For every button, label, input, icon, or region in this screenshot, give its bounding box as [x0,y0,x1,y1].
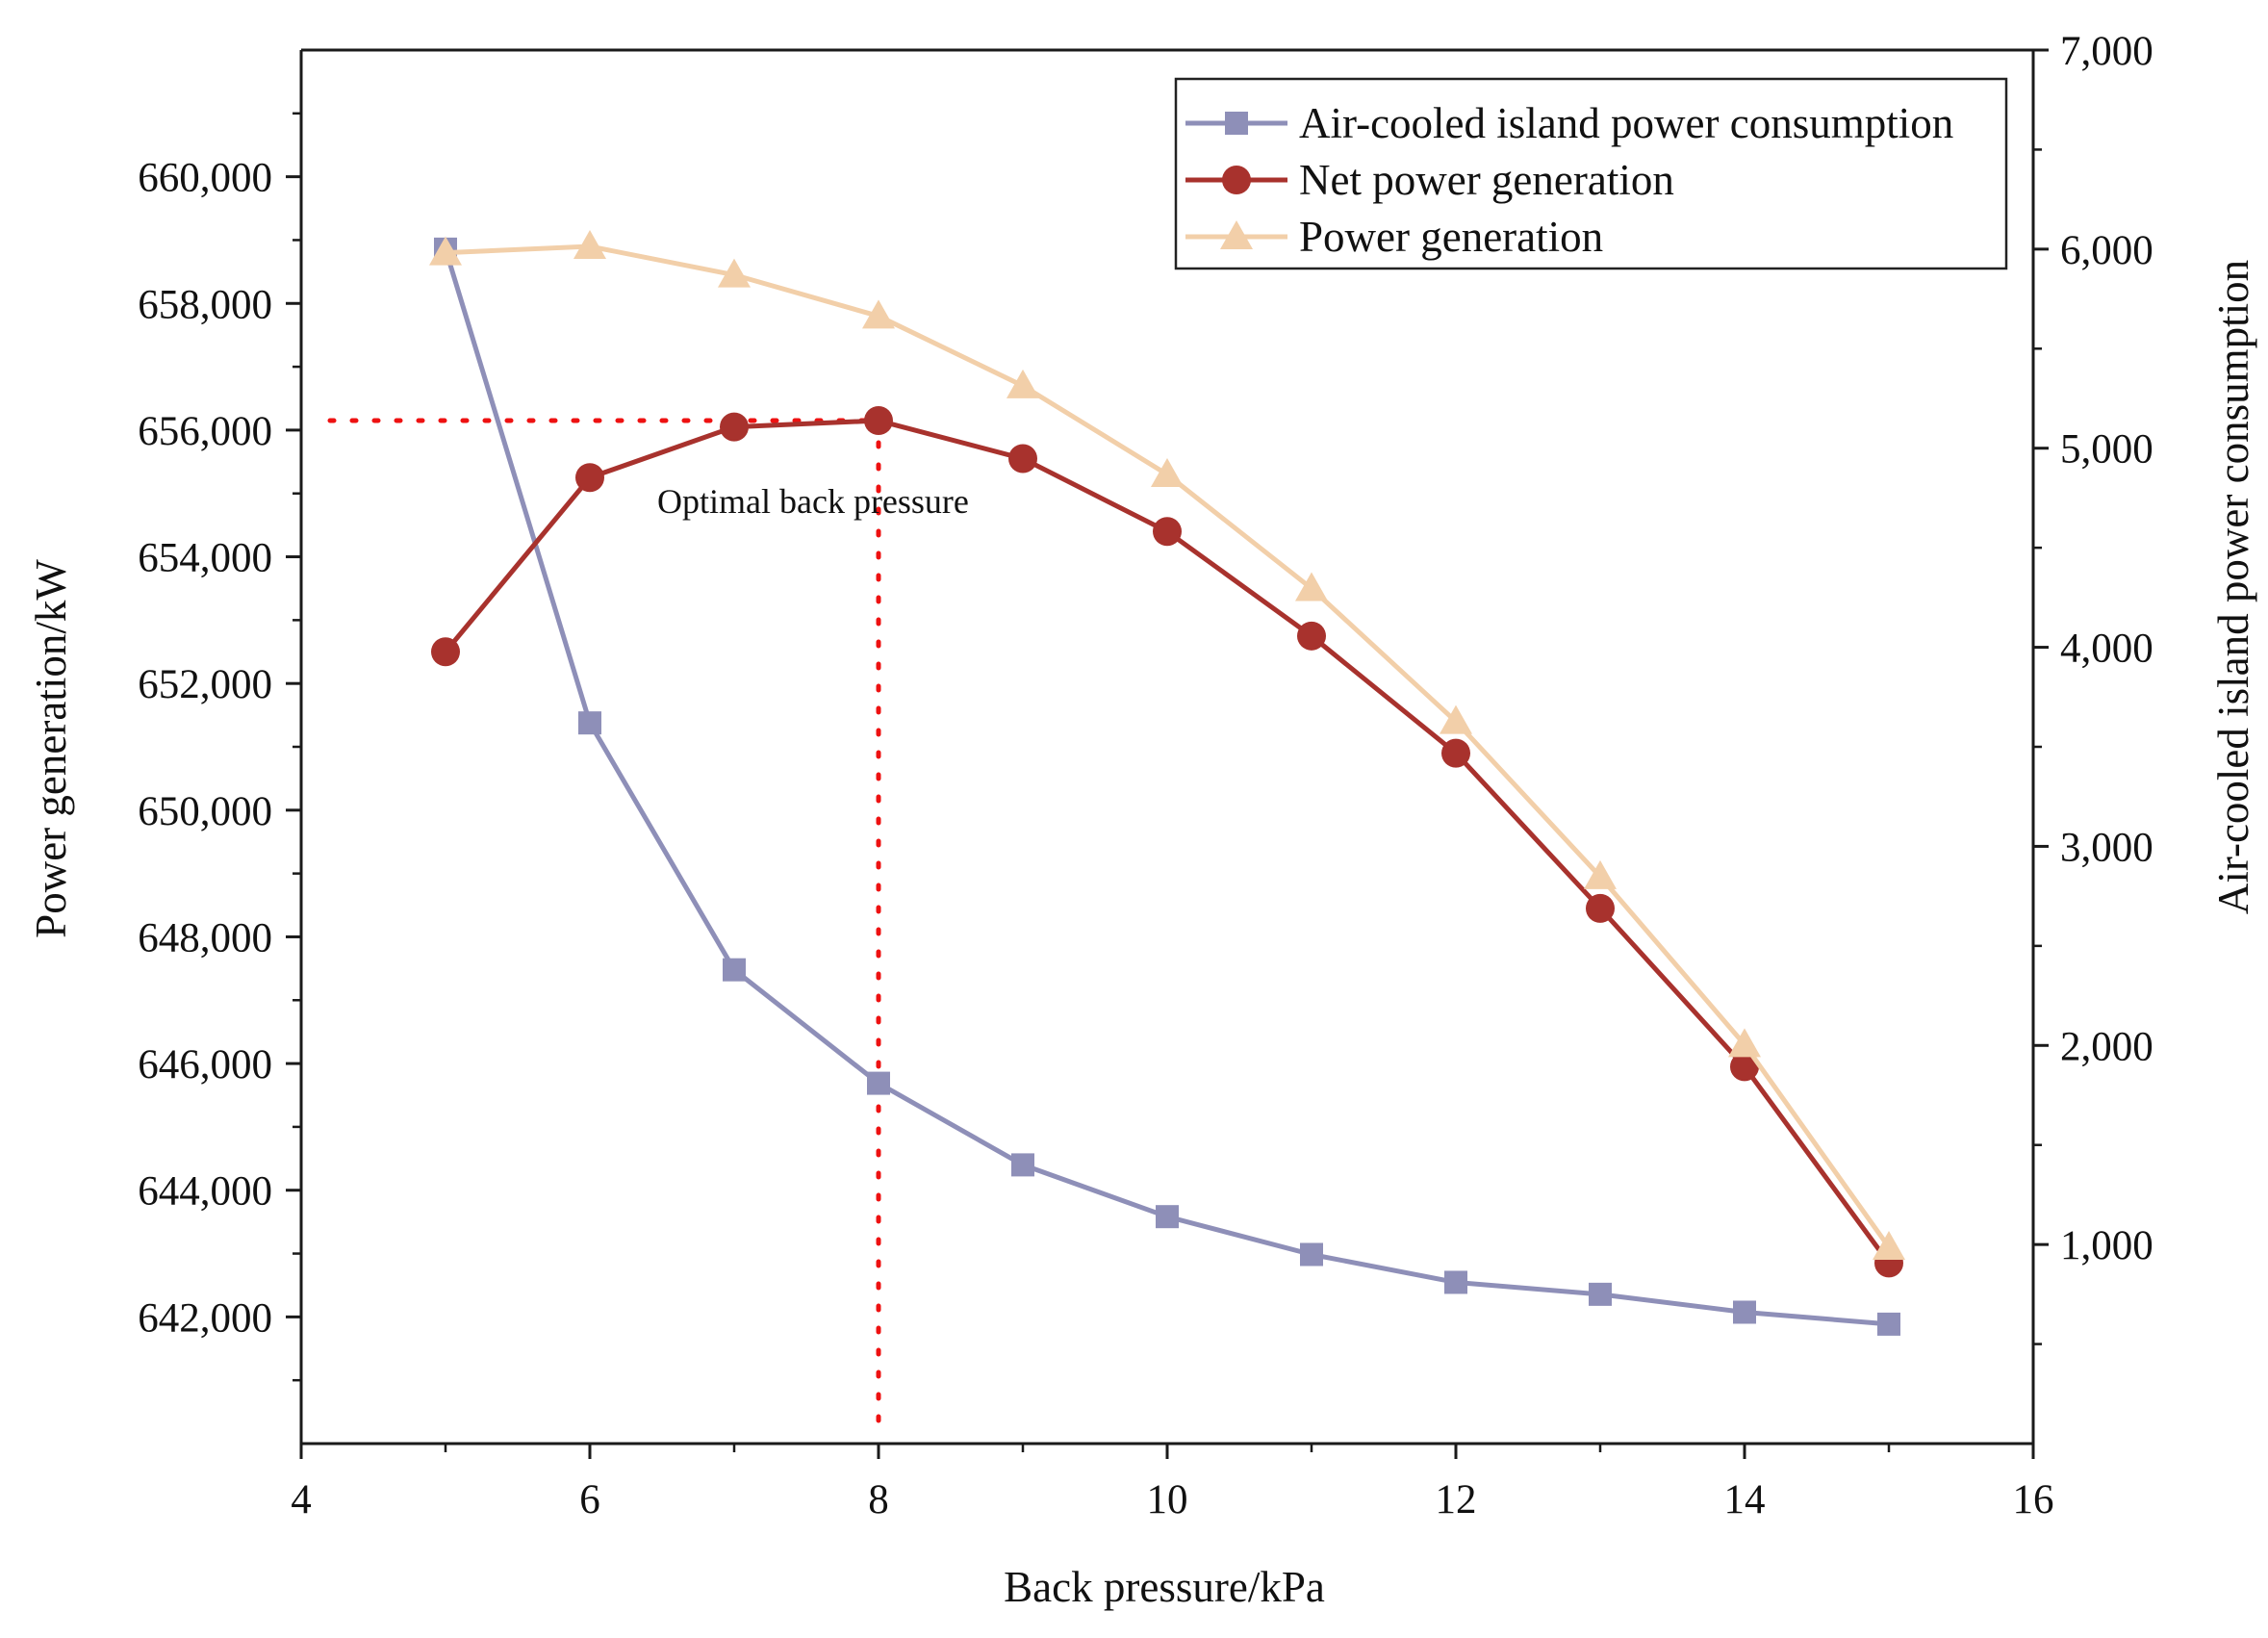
y-left-tick-label: 650,000 [138,789,272,834]
x-tick-label: 6 [579,1477,600,1523]
data-point-air-cooled [1011,1153,1034,1177]
data-point-net-power [575,463,604,493]
data-point-power-generation [1440,704,1472,734]
data-point-air-cooled [1733,1300,1756,1324]
y-right-tick-label: 6,000 [2060,228,2153,273]
x-tick-label: 8 [868,1477,889,1523]
data-point-air-cooled [867,1071,890,1095]
x-axis-title: Back pressure/kPa [1004,1563,1325,1611]
data-point-power-generation [1007,369,1039,398]
y-left-tick-label: 642,000 [138,1295,272,1341]
y-right-tick-label: 2,000 [2060,1024,2153,1069]
legend: Air-cooled island power consumption Net … [1174,77,2008,270]
data-point-power-generation [429,236,462,266]
y-right-tick-label: 5,000 [2060,427,2153,473]
y-left-tick-label: 654,000 [138,536,272,581]
data-point-air-cooled [723,958,746,982]
legend-marker-power-generation [1220,220,1253,249]
data-point-net-power [431,637,460,667]
series-line-power-generation [445,243,1892,1249]
y-left-tick-label: 648,000 [138,915,272,960]
legend-label-air-cooled: Air-cooled island power consumption [1299,99,1953,147]
y-left-tick-label: 656,000 [138,409,272,454]
y-left-tick-label: 652,000 [138,662,272,707]
data-point-air-cooled [578,711,601,735]
y-axis-right-title: Air-cooled island power consumption [2209,260,2257,914]
data-point-power-generation [1151,457,1184,487]
data-point-net-power [1441,738,1470,768]
reference-lines [327,418,881,1441]
data-point-net-power [720,412,749,442]
legend-label-net-power: Net power generation [1299,156,1674,204]
x-tick-label: 12 [1436,1477,1477,1523]
data-point-power-generation [1584,859,1617,889]
legend-marker-air-cooled [1225,112,1248,135]
data-point-air-cooled [1589,1282,1612,1306]
legend-marker-net-power [1222,166,1251,194]
data-point-net-power [1586,893,1615,923]
x-tick-label: 4 [291,1477,312,1523]
data-point-power-generation [1728,1028,1761,1058]
y-right-tick-label: 1,000 [2060,1223,2153,1268]
series-layer [429,230,1905,1336]
x-tick-label: 10 [1147,1477,1188,1523]
y-left-tick-label: 658,000 [138,282,272,327]
legend-label-power-generation: Power generation [1299,213,1603,261]
y-right-tick-label: 4,000 [2060,627,2153,672]
data-point-power-generation [862,299,895,329]
data-point-net-power [1730,1052,1759,1082]
data-point-power-generation [1873,1230,1905,1260]
y-left-tick-label: 660,000 [138,156,272,201]
data-point-net-power [1153,517,1182,547]
data-point-net-power [1008,444,1037,473]
legend-box [1174,77,2008,270]
data-point-air-cooled [1877,1312,1900,1336]
data-point-net-power [1297,621,1326,651]
ticks: 4 6 8 10 12 14 16 642,000 644,000 646,000 648,000 6… [138,29,2153,1523]
y-axis-left-title: Power generation/kW [27,559,75,938]
data-point-power-generation [718,258,751,288]
data-point-net-power [864,406,893,436]
data-point-air-cooled [1156,1205,1179,1229]
series-line-air-cooled [443,248,1890,1327]
x-tick-label: 14 [1724,1477,1766,1523]
y-left-tick-label: 646,000 [138,1042,272,1088]
y-right-tick-label: 3,000 [2060,825,2153,870]
data-point-air-cooled [1300,1242,1323,1267]
x-tick-label: 16 [2013,1477,2054,1523]
data-point-power-generation [1295,572,1328,601]
y-right-tick-label: 7,000 [2060,29,2153,74]
optimal-annotation: Optimal back pressure [657,482,969,521]
y-left-tick-label: 644,000 [138,1169,272,1215]
data-point-air-cooled [1444,1270,1467,1294]
data-point-power-generation [573,230,606,260]
